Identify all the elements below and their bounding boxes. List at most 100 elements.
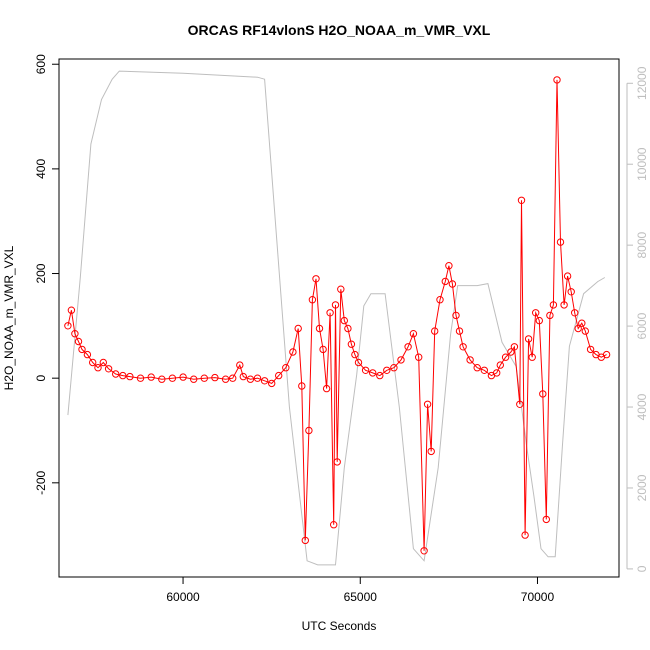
data-point [567,288,575,296]
data-point [168,374,177,382]
data-point [542,515,550,524]
data-point [94,364,102,372]
data-point [507,348,515,356]
data-point [459,343,467,351]
data-point [319,345,327,354]
y2-tick-label: 2000 [635,474,649,501]
primary-series [64,76,611,555]
data-point [89,358,97,367]
y-axis-left: -200 0 200 400 600 [34,54,60,495]
data-point [301,536,309,545]
y2-tick-label: 6000 [635,312,649,339]
data-point [211,373,219,382]
data-point [546,311,554,320]
data-point [581,327,589,335]
y-tick-label: 400 [34,159,48,179]
data-point [441,277,449,286]
data-point [330,521,338,529]
data-point [423,400,432,408]
data-point [136,374,145,382]
secondary-series [67,70,606,566]
secondary-series-line [67,70,606,566]
data-point [64,322,72,330]
data-point [480,366,488,374]
data-point [431,327,439,335]
data-point [347,340,356,348]
data-point [556,238,565,246]
data-point [246,375,255,383]
data-point [549,301,558,309]
data-point [229,374,237,382]
data-point [337,285,345,293]
data-point [294,324,302,333]
data-point [308,296,317,304]
data-point [260,377,269,385]
data-point [528,353,536,361]
data-point [535,316,543,325]
data-point [83,350,92,359]
y2-tick-label: 0 [635,565,649,572]
data-point [452,311,460,320]
data-point [361,366,370,374]
x-axis: 60000 65000 70000 [166,576,555,604]
data-point [473,364,481,372]
data-point [71,330,79,338]
x-tick-label: 60000 [166,590,200,604]
data-point [158,375,166,383]
data-point [539,390,547,398]
data-point [501,353,510,361]
data-point [67,306,76,314]
y2-tick-label: 4000 [635,393,649,420]
chart-title: ORCAS RF14vlonS H2O_NOAA_m_VMR_VXL [188,22,491,38]
data-point [578,319,586,327]
data-point [586,345,595,354]
data-point [236,361,244,369]
data-point [326,309,334,317]
data-point [445,262,453,270]
data-point [532,309,540,317]
data-point [560,301,568,309]
data-point [289,348,297,356]
data-point [369,369,377,377]
data-point [305,426,313,435]
data-point [126,372,134,381]
data-point [354,358,363,367]
data-point [322,384,331,393]
data-point [268,379,276,388]
data-point [221,375,230,383]
x-tick-label: 70000 [521,590,555,604]
data-point [351,350,359,359]
data-point [553,76,561,84]
y2-tick-label: 10000 [635,147,649,181]
data-point [112,370,120,378]
data-point [239,372,248,381]
y-tick-label: 0 [34,375,48,382]
data-point [282,364,290,372]
data-point [517,196,526,205]
data-point [574,324,582,333]
data-point [415,353,423,361]
data-point [99,358,108,367]
data-point [602,350,611,359]
data-point [190,375,198,383]
data-point [420,547,428,555]
y-tick-label: 600 [34,54,48,74]
data-point [147,373,155,381]
y-axis-label: H2O_NOAA_m_VMR_VXL [2,245,16,390]
data-point [516,400,524,408]
primary-series-line [67,79,607,551]
y2-tick-label: 8000 [635,231,649,258]
data-point [455,327,464,335]
data-point [563,272,572,280]
y-tick-label: -200 [34,470,48,494]
data-point [510,343,519,351]
data-point [524,335,533,343]
data-point [200,374,209,382]
data-point [493,369,501,377]
data-point [521,531,529,539]
x-axis-label: UTC Seconds [302,619,377,633]
data-point [397,356,405,364]
data-point [390,364,398,372]
data-point [404,343,412,351]
